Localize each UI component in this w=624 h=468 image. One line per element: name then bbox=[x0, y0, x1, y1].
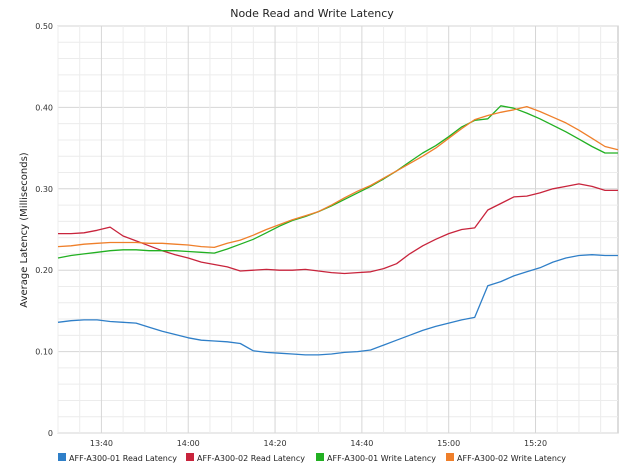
y-tick-label: 0.10 bbox=[35, 348, 53, 357]
legend-item: AFF-A300-02 Read Latency bbox=[186, 453, 305, 463]
legend-swatch bbox=[316, 453, 324, 461]
legend-label: AFF-A300-02 Write Latency bbox=[457, 454, 566, 463]
series-lines bbox=[57, 105, 619, 356]
x-tick-label: 13:40 bbox=[90, 439, 113, 448]
y-tick-label: 0.50 bbox=[35, 22, 53, 31]
legend-swatch bbox=[186, 453, 194, 461]
chart-title: Node Read and Write Latency bbox=[230, 7, 394, 20]
legend-swatch bbox=[446, 453, 454, 461]
legend: AFF-A300-01 Read Latency AFF-A300-02 Read… bbox=[58, 453, 566, 463]
y-tick-label: 0.40 bbox=[35, 103, 53, 112]
x-tick-label: 15:00 bbox=[437, 439, 460, 448]
x-tick-label: 15:20 bbox=[524, 439, 547, 448]
y-axis-label: Average Latency (Milliseconds) bbox=[19, 152, 30, 307]
series-line-2 bbox=[58, 183, 618, 275]
x-tick-label: 14:40 bbox=[350, 439, 373, 448]
legend-item: AFF-A300-01 Write Latency bbox=[316, 453, 436, 463]
y-axis-ticks: 0 0.10 0.20 0.30 0.40 0.50 bbox=[35, 22, 53, 438]
x-tick-label: 14:00 bbox=[177, 439, 200, 448]
y-tick-label: 0 bbox=[48, 429, 53, 438]
series-line-1 bbox=[57, 254, 618, 356]
grid-lines bbox=[57, 25, 618, 434]
x-axis-ticks: 13:40 14:00 14:20 14:40 15:00 15:20 bbox=[90, 439, 547, 448]
series-line-3 bbox=[57, 105, 618, 259]
x-tick-label: 14:20 bbox=[264, 439, 287, 448]
series-line-4 bbox=[57, 105, 619, 249]
legend-item: AFF-A300-01 Read Latency bbox=[58, 453, 177, 463]
legend-label: AFF-A300-01 Read Latency bbox=[69, 454, 177, 463]
y-tick-label: 0.20 bbox=[35, 266, 53, 275]
legend-swatch bbox=[58, 453, 66, 461]
plot-area bbox=[57, 25, 619, 434]
legend-item: AFF-A300-02 Write Latency bbox=[446, 453, 566, 463]
legend-label: AFF-A300-02 Read Latency bbox=[197, 454, 305, 463]
legend-label: AFF-A300-01 Write Latency bbox=[327, 454, 436, 463]
y-tick-label: 0.30 bbox=[35, 185, 53, 194]
